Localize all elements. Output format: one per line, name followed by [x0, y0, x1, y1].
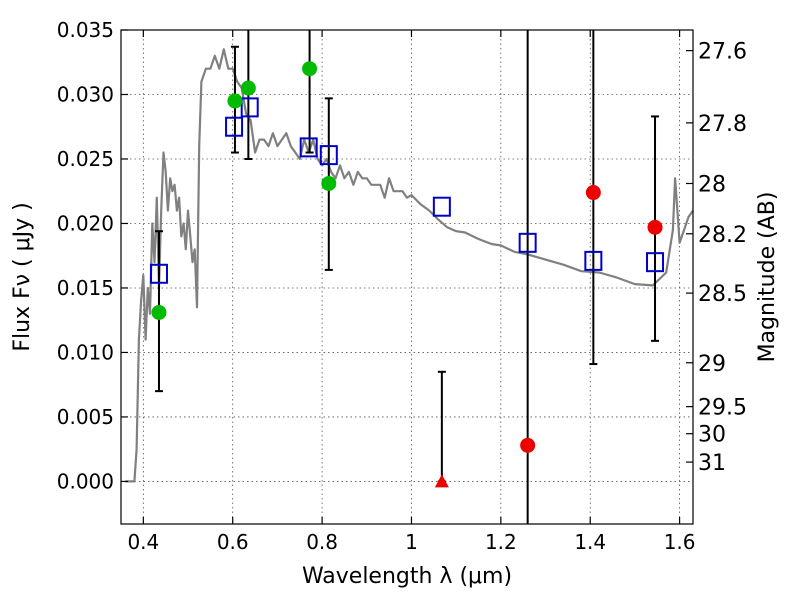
y-tick-label: 0.030: [57, 82, 114, 106]
green-detection-point: [151, 304, 167, 320]
sed-model-layer: [125, 48, 694, 483]
model-photometry-point: [584, 250, 603, 271]
model-photometry-point: [319, 145, 338, 166]
model-photometry-point: [646, 252, 665, 273]
magnitude-tick-label: 29.5: [698, 396, 747, 421]
green-detection-point: [227, 93, 243, 109]
x-tick-label: 1.2: [485, 530, 517, 554]
axis-ticks: 0.4 0.6 0.8 1 1.2 1.4 1.6 0.000 0.005 0.010 0.015 0…: [57, 18, 747, 554]
red-detection-point: [520, 437, 536, 453]
green-detection-point: [302, 61, 318, 77]
upper-limit-triangle: [434, 474, 449, 488]
y-tick-label: 0.010: [57, 340, 114, 364]
magnitude-tick-label: 29: [698, 352, 726, 377]
y-tick-label: 0.025: [57, 147, 114, 171]
model-photometry-point: [149, 263, 168, 284]
x-tick-label: 0.8: [306, 530, 338, 554]
plot-frame: [120, 29, 694, 525]
y-tick-label: 0.000: [57, 469, 114, 493]
y2-axis-label: Magnitude (AB): [755, 192, 780, 363]
magnitude-tick-label: 28.5: [698, 282, 747, 307]
red-detection-point: [585, 185, 601, 201]
sed-model-line: [125, 48, 694, 483]
model-photometry-point: [518, 232, 537, 253]
magnitude-tick-label: 28.2: [698, 223, 747, 248]
model-photometry-point: [299, 137, 318, 158]
y-tick-label: 0.035: [57, 18, 114, 42]
y-tick-label: 0.005: [57, 405, 114, 429]
magnitude-tick-label: 28: [698, 172, 726, 197]
y-axis-label: Flux Fν ( μJy ): [10, 202, 35, 351]
y-tick-label: 0.020: [57, 211, 114, 235]
magnitude-tick-label: 27.6: [698, 40, 747, 65]
magnitude-tick-label: 31: [698, 451, 726, 476]
data-points-layer: [149, 61, 665, 488]
magnitude-tick-label: 27.8: [698, 112, 747, 137]
grid-lines: [121, 29, 693, 524]
x-tick-label: 1: [405, 530, 418, 554]
y-tick-label: 0.015: [57, 276, 114, 300]
x-tick-label: 0.4: [127, 530, 159, 554]
x-tick-label: 1.4: [574, 530, 606, 554]
magnitude-tick-label: 30: [698, 423, 726, 448]
x-tick-label: 0.6: [217, 530, 249, 554]
green-detection-point: [240, 80, 256, 96]
x-axis-label: Wavelength λ (μm): [302, 564, 512, 589]
red-detection-point: [647, 219, 663, 235]
green-detection-point: [321, 175, 337, 191]
model-photometry-point: [240, 97, 259, 118]
model-photometry-point: [432, 196, 451, 217]
model-photometry-point: [225, 116, 244, 137]
x-tick-label: 1.6: [664, 530, 696, 554]
